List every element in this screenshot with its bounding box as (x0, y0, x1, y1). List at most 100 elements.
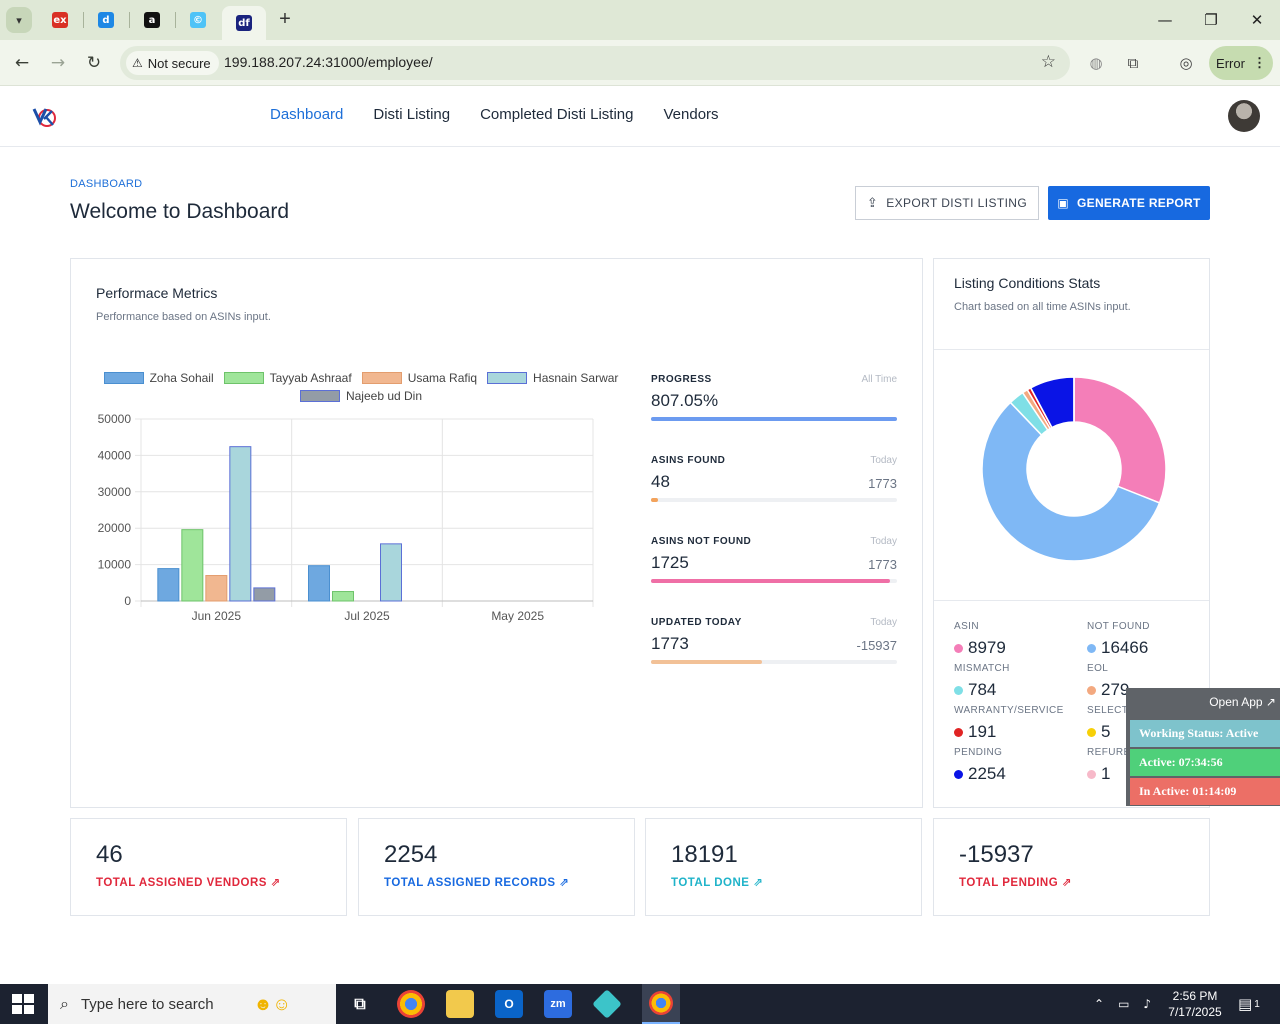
tab-search-dropdown[interactable]: ▾ (6, 7, 32, 33)
listing-dot-icon (954, 685, 963, 695)
forward-button[interactable]: → (50, 53, 66, 73)
taskbar-clock[interactable]: 2:56 PM 7/17/2025 (1160, 988, 1230, 1020)
legend-item[interactable]: Tayyab Ashraaf (223, 371, 352, 385)
legend-label: Tayyab Ashraaf (269, 371, 352, 385)
tab-separator (83, 12, 84, 28)
nav-vendors[interactable]: Vendors (663, 106, 719, 123)
minimize-button[interactable]: — (1157, 11, 1173, 29)
user-avatar[interactable] (1228, 100, 1260, 132)
listing-stat-value: 1 (1101, 764, 1111, 783)
kpi-link[interactable]: TOTAL ASSIGNED VENDORS ⇗ (96, 875, 281, 889)
network-icon[interactable]: ▭ (1118, 997, 1130, 1011)
kpi-link[interactable]: TOTAL ASSIGNED RECORDS ⇗ (384, 875, 569, 889)
kpi-link[interactable]: TOTAL DONE ⇗ (671, 875, 763, 889)
nav-completed-disti-listing[interactable]: Completed Disti Listing (480, 106, 634, 123)
security-chip[interactable]: ⚠ Not secure (126, 51, 219, 75)
zoom-icon[interactable]: zm (544, 990, 572, 1018)
close-window-button[interactable]: ✕ (1250, 11, 1264, 29)
legend-item[interactable]: Najeeb ud Din (299, 389, 423, 403)
reload-button[interactable]: ↻ (86, 53, 102, 73)
stat-asins-found: ASINS FOUND Today 48 1773 (651, 452, 897, 533)
legend-item[interactable]: Hasnain Sarwar (487, 371, 618, 385)
chrome-icon[interactable] (397, 990, 425, 1018)
performance-metrics-card: Performace Metrics Performance based on … (70, 258, 923, 808)
listing-stat-key: REFURE (1087, 747, 1131, 758)
tab-df[interactable]: df (222, 6, 266, 40)
stat-period: Today (870, 455, 897, 466)
x-tick-label: May 2025 (491, 609, 544, 623)
chevron-up-icon[interactable]: ⌃ (1094, 997, 1105, 1011)
legend-label: Najeeb ud Din (345, 389, 423, 403)
listing-stat-key: WARRANTY/SERVICE (954, 705, 1064, 716)
outlook-icon[interactable]: O (495, 990, 523, 1018)
kpi-value: 18191 (671, 841, 738, 868)
windows-start-icon[interactable] (12, 994, 34, 1014)
address-bar[interactable]: ⚠ Not secure 199.188.207.24:31000/employ… (120, 46, 1070, 80)
bar-usama-rafiq (205, 575, 228, 602)
kpi-label: TOTAL ASSIGNED VENDORS (96, 877, 267, 889)
export-disti-listing-button[interactable]: ⇪ EXPORT DISTI LISTING (855, 186, 1039, 220)
notification-center[interactable]: ▤ 1 (1238, 984, 1260, 1024)
extensions-icon[interactable]: ⧉ (1127, 54, 1139, 72)
tab-amazon-favicon-icon: a (144, 12, 160, 28)
profile-icon[interactable]: ◎ (1179, 54, 1193, 72)
external-link-icon: ⇗ (1061, 875, 1072, 889)
legend-item[interactable]: Zoha Sohail (103, 371, 214, 385)
tab-amazon[interactable]: a (130, 6, 174, 34)
listing-dot-icon (1087, 769, 1096, 779)
bookmark-star-icon[interactable]: ☆ (1040, 52, 1056, 72)
legend-item[interactable]: Usama Rafiq (361, 371, 477, 385)
stat-progress-fill (651, 579, 890, 583)
main-nav: Dashboard Disti Listing Completed Disti … (270, 106, 719, 123)
tab-separator (129, 12, 130, 28)
tab-blue[interactable]: d (84, 6, 128, 34)
task-view-icon[interactable]: ⧉ (354, 994, 366, 1013)
stat-progress-fill (651, 417, 897, 421)
app-diamond-icon[interactable] (592, 989, 622, 1019)
generate-report-button[interactable]: ▣ GENERATE REPORT (1048, 186, 1210, 220)
nav-disti-listing[interactable]: Disti Listing (373, 106, 451, 123)
chrome-active-icon[interactable] (642, 984, 680, 1024)
y-tick-label: 50000 (98, 412, 132, 426)
translate-icon[interactable]: ◍ (1089, 54, 1103, 72)
working-status: Working Status: Active (1130, 720, 1280, 747)
stat-label: PROGRESS (651, 374, 712, 385)
bar-najeeb-ud-din (253, 587, 276, 602)
tab-c[interactable]: © (176, 6, 220, 34)
donut-slice-asin[interactable] (1073, 376, 1167, 504)
search-placeholder: Type here to search (80, 995, 214, 1013)
bar-tayyab-ashraaf (181, 529, 204, 602)
kpi-link[interactable]: TOTAL PENDING ⇗ (959, 875, 1072, 889)
listing-stat-value: 279 (1101, 680, 1130, 699)
url-text[interactable]: 199.188.207.24:31000/employee/ (224, 54, 433, 70)
stat-asins-not-found: ASINS NOT FOUND Today 1725 1773 (651, 533, 897, 614)
nav-dashboard[interactable]: Dashboard (270, 106, 344, 123)
kpi-value: -15937 (959, 841, 1034, 868)
listing-stat-value: 16466 (1101, 638, 1149, 657)
file-explorer-icon[interactable] (446, 990, 474, 1018)
brand-logo-icon[interactable] (32, 105, 58, 129)
error-chip[interactable]: Error ⋮ (1209, 46, 1273, 80)
listing-subtitle: Chart based on all time ASINs input. (954, 301, 1131, 313)
browser-tabstrip: ▾ ex d a © df + — ❐ ✕ (0, 0, 1280, 40)
kpi-value: 46 (96, 841, 123, 868)
listing-stat-mismatch: MISMATCH 784 (954, 663, 1074, 700)
chart-legend: Zoha Sohail Tayyab Ashraaf Usama Rafiq Hasn… (91, 371, 631, 407)
stat-total: 1773 (868, 476, 897, 491)
active-time: Active: 07:34:56 (1130, 749, 1280, 776)
donut-slice-not-found[interactable] (981, 401, 1161, 562)
stat-progress-track (651, 579, 897, 583)
volume-icon[interactable]: ♪ (1143, 997, 1152, 1011)
restore-button[interactable]: ❐ (1204, 11, 1218, 29)
legend-swatch (361, 372, 402, 384)
security-label: Not secure (147, 55, 211, 71)
open-app-link[interactable]: Open App ↗ (1209, 695, 1276, 709)
stat-label: UPDATED TODAY (651, 617, 742, 628)
back-button[interactable]: ← (14, 53, 30, 73)
stat-period: Today (870, 536, 897, 547)
tab-ex[interactable]: ex (38, 6, 82, 34)
taskbar-search[interactable]: ⌕ Type here to search ☻☺ (48, 984, 336, 1024)
system-tray: ⌃ ▭ ♪ (1094, 984, 1151, 1024)
kpi-total-done: 18191 TOTAL DONE ⇗ (645, 818, 922, 916)
new-tab-button[interactable]: + (279, 8, 291, 30)
